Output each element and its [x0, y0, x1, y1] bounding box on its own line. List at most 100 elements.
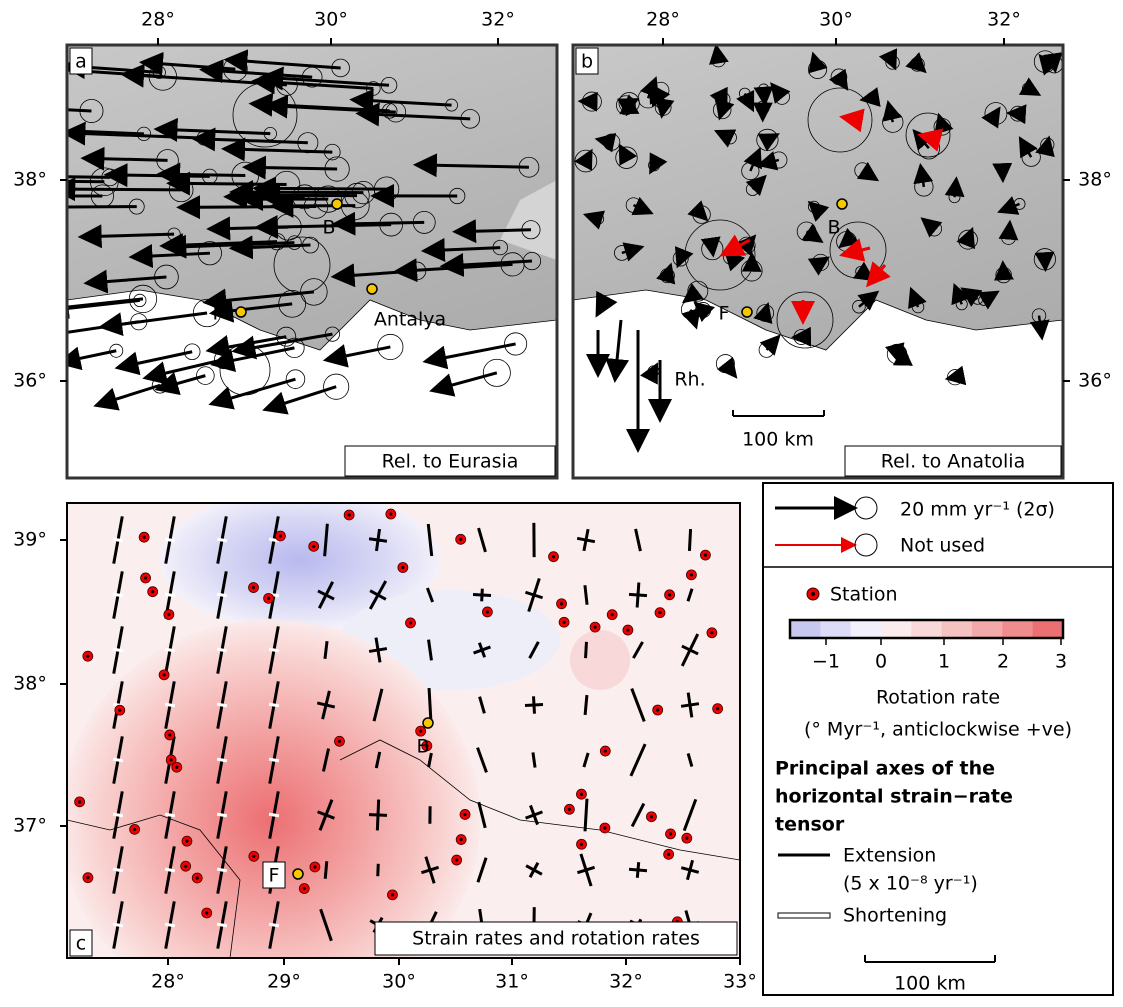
station [658, 611, 661, 614]
station [710, 631, 713, 634]
shortening-axis [217, 594, 227, 596]
extension-axis [585, 585, 587, 605]
x-tick-label: 32° [609, 971, 643, 993]
shortening-axis [629, 869, 647, 871]
station [205, 911, 208, 914]
panel-caption: Strain rates and rotation rates [412, 928, 700, 950]
station [580, 793, 583, 796]
panel-a-map [0, 45, 557, 478]
rotation-field [570, 630, 630, 690]
colorbar-label: 2 [997, 651, 1009, 673]
colorbar-swatch [911, 620, 942, 638]
y-tick-label: 38° [1078, 169, 1112, 191]
x-tick-label: 31° [495, 971, 529, 993]
legend-text: (5 x 10⁻⁸ yr⁻¹) [843, 873, 978, 895]
station [568, 808, 571, 811]
x-tick-label: 30° [314, 9, 348, 31]
velocity-arrow [169, 183, 287, 184]
station [185, 840, 188, 843]
place-marker [742, 307, 752, 317]
place-label: B [416, 736, 429, 758]
shortening-axis [269, 814, 279, 816]
legend-text: Station [830, 584, 898, 606]
station [667, 853, 670, 856]
station [252, 855, 255, 858]
x-tick-label: 28° [141, 9, 175, 31]
station [169, 758, 172, 761]
station [419, 730, 422, 733]
colorbar-swatch [790, 620, 821, 638]
place-label: F [213, 303, 224, 325]
x-tick-label: 30° [382, 971, 416, 993]
station [389, 512, 392, 515]
station [133, 828, 136, 831]
panel-caption: Rel. to Eurasia [382, 451, 519, 473]
station [184, 865, 187, 868]
station [650, 815, 653, 818]
station [279, 534, 282, 537]
legend-text: Not used [900, 535, 985, 557]
shortening-axis [113, 814, 123, 816]
legend-text: 20 mm yr⁻¹ (2σ) [900, 499, 1055, 521]
shortening-axis [165, 869, 175, 871]
velocity-arrow [255, 188, 387, 189]
legend-text: Extension [843, 845, 936, 867]
shortening-axis [269, 704, 279, 706]
station [603, 826, 606, 829]
station [459, 538, 462, 541]
extension-axis [325, 861, 327, 878]
shortening-axis [113, 594, 123, 596]
colorbar-swatch [1033, 620, 1064, 638]
station [267, 597, 270, 600]
station [669, 832, 672, 835]
station [86, 655, 89, 658]
velocity-arrow [83, 158, 167, 160]
velocity-arrow [54, 189, 181, 190]
station [562, 621, 565, 624]
extension-axis [586, 642, 587, 658]
colorbar-label: 1 [938, 651, 950, 673]
extension-axis [585, 695, 587, 715]
station [252, 586, 255, 589]
extension-axis [585, 799, 587, 832]
legend-text: Rotation rate [876, 687, 1000, 709]
place-marker [236, 307, 246, 317]
scale-label: 100 km [894, 973, 966, 995]
legend-text: (° Myr⁻¹, anticlockwise +ve) [804, 719, 1072, 741]
x-tick-label: 30° [819, 9, 853, 31]
station [486, 610, 489, 613]
station [401, 566, 404, 569]
extension-axis [689, 529, 690, 551]
shortening-axis [165, 594, 175, 596]
legend-heading: Principal axes of the [775, 758, 995, 780]
station [151, 590, 154, 593]
legend-text: Shortening [843, 905, 947, 927]
station [168, 733, 171, 736]
velocity-arrow [107, 175, 210, 177]
station [303, 887, 306, 890]
shortening-axis [165, 539, 175, 541]
station [704, 553, 707, 556]
velocity-arrow [334, 222, 424, 224]
station [167, 613, 170, 616]
station [690, 573, 693, 576]
panel-caption: Rel. to Anatolia [881, 451, 1025, 473]
colorbar [790, 620, 1064, 638]
shortening-axis [369, 815, 387, 816]
shortening-axis [629, 594, 647, 595]
place-label: F [719, 303, 730, 325]
station [409, 621, 412, 624]
station [455, 858, 458, 861]
x-tick-label: 33° [723, 971, 757, 993]
shortening-axis [165, 924, 175, 926]
x-tick-label: 32° [987, 9, 1021, 31]
place-label: Rh. [674, 369, 705, 391]
legend-station [811, 592, 815, 596]
shortening-axis [217, 704, 227, 706]
velocity-arrow [1047, 138, 1049, 145]
velocity-arrow [245, 167, 337, 169]
station [656, 708, 659, 711]
y-tick-label: 36° [1078, 370, 1112, 392]
y-tick-label: 36° [13, 370, 47, 392]
shortening-axis [525, 704, 543, 705]
